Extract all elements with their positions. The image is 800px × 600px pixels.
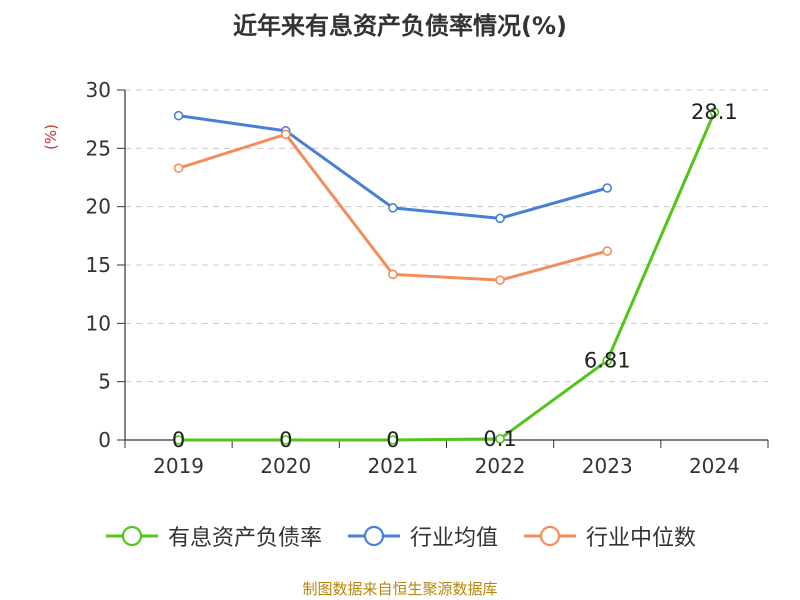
- legend-swatch-orange: [524, 525, 576, 547]
- x-tick-label: 2019: [153, 454, 204, 478]
- y-tick-label: 25: [86, 136, 111, 160]
- data-label: 6.81: [584, 349, 631, 373]
- data-label: 28.1: [691, 100, 738, 124]
- data-point: [602, 183, 613, 193]
- data-point: [388, 435, 398, 445]
- legend-label: 行业中位数: [586, 526, 697, 551]
- legend: 有息资产负债率 行业均值 行业中位数: [0, 520, 800, 552]
- legend-label: 行业均值: [409, 526, 498, 551]
- x-tick-label: 2022: [475, 454, 526, 478]
- x-tick-label: 2020: [260, 454, 311, 478]
- data-point: [173, 110, 184, 121]
- data-point: [388, 269, 398, 280]
- x-tick-label: 2021: [367, 454, 418, 478]
- x-tick-label: 2024: [689, 454, 740, 478]
- data-point: [495, 434, 505, 444]
- y-tick-label: 10: [86, 311, 111, 335]
- x-tick-label: 2023: [582, 454, 633, 478]
- data-point: [602, 246, 613, 256]
- data-label: 0: [386, 428, 399, 452]
- data-label: 0: [172, 428, 185, 452]
- data-point: [495, 275, 505, 285]
- legend-swatch-green: [105, 525, 158, 547]
- data-point: [388, 203, 398, 213]
- legend-item-industry-average[interactable]: 行业均值: [346, 520, 498, 552]
- data-label: 0: [279, 428, 292, 452]
- data-point: [280, 129, 291, 140]
- legend-swatch-marker: [363, 525, 385, 547]
- y-tick-label: 15: [86, 253, 111, 277]
- legend-swatch-marker: [539, 525, 561, 547]
- legend-label: 有息资产负债率: [167, 526, 322, 551]
- y-tick-label: 5: [98, 370, 111, 394]
- legend-swatch-marker: [121, 525, 143, 547]
- data-point: [602, 355, 613, 366]
- data-point: [709, 107, 720, 117]
- y-tick-label: 0: [98, 428, 111, 452]
- legend-swatch-blue: [347, 525, 400, 547]
- legend-item-interest-debt-ratio[interactable]: 有息资产负债率: [104, 520, 322, 552]
- series-line: [178, 111, 716, 442]
- y-tick-label: 20: [86, 195, 111, 219]
- data-point: [173, 163, 184, 173]
- data-point: [495, 213, 505, 224]
- legend-item-industry-median[interactable]: 行业中位数: [522, 520, 696, 552]
- y-tick-label: 30: [86, 78, 111, 102]
- data-source-footer: 制图数据来自恒生聚源数据库: [302, 580, 498, 598]
- series-line: [178, 114, 608, 220]
- chart-title: 近年来有息资产负债率情况(%): [233, 12, 567, 40]
- data-label: 0.1: [483, 427, 516, 451]
- data-point: [173, 435, 184, 445]
- data-point: [280, 435, 291, 445]
